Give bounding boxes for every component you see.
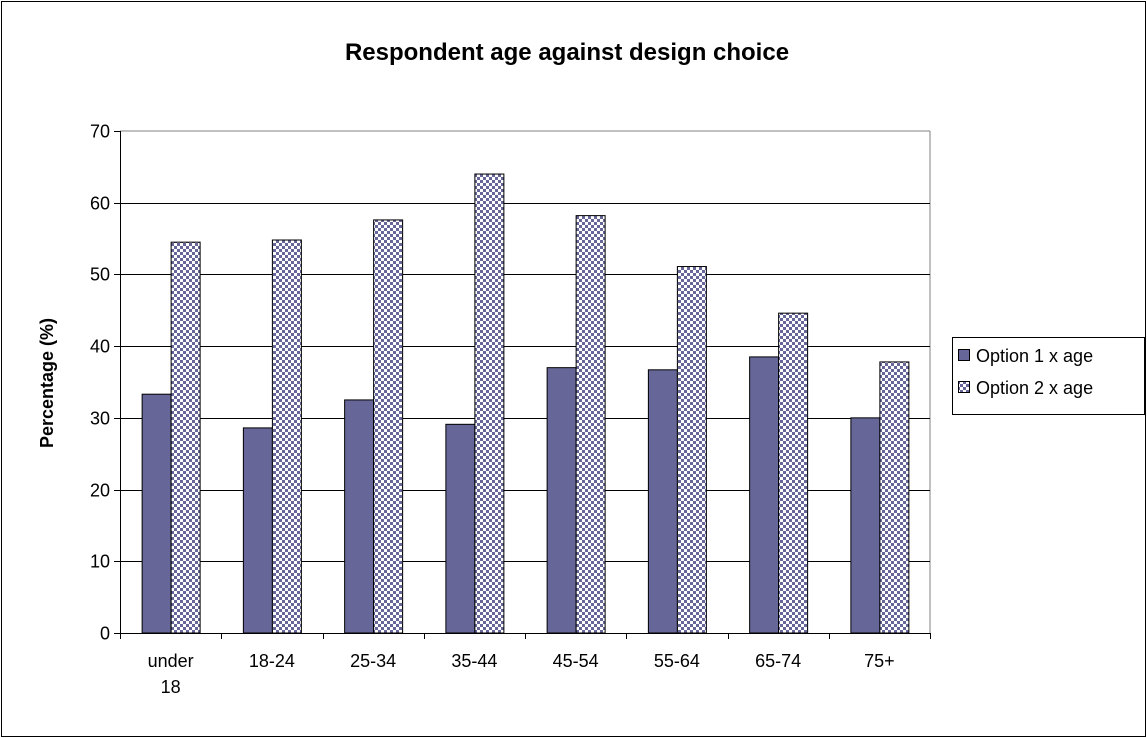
legend-label: Option 2 x age: [976, 378, 1093, 398]
bar-1: [749, 356, 780, 634]
bar-2: [575, 215, 606, 634]
x-tick-label: 18-24: [249, 651, 295, 671]
legend: Option 1 x age Option 2 x age: [952, 337, 1145, 415]
bar-1: [850, 417, 881, 634]
y-tick-label: 60: [90, 194, 110, 214]
bar-1: [242, 427, 273, 634]
x-tick-label: 55-64: [654, 651, 700, 671]
bar-2: [271, 239, 302, 634]
x-tick-label: 75+: [864, 651, 895, 671]
bar-1: [647, 369, 678, 634]
y-tick-label: 10: [90, 552, 110, 572]
y-tick-label: 40: [90, 337, 110, 357]
y-tick-label: 30: [90, 409, 110, 429]
bar-1: [546, 367, 577, 634]
gridlines: [120, 130, 931, 633]
bar-2: [373, 219, 404, 634]
y-tick-label: 70: [90, 122, 110, 142]
y-axis-title: Percentage (%): [37, 318, 57, 448]
x-tick-label: 35-44: [451, 651, 497, 671]
legend-swatch: [958, 349, 970, 361]
axes: 0 10 20 30 40 50 60 70 under 18 18-24 25-34 35-44 45-…: [90, 122, 931, 697]
x-tick-label: 25-34: [350, 651, 396, 671]
bar-2: [879, 361, 910, 634]
y-tick-label: 50: [90, 265, 110, 285]
bar-2: [170, 241, 201, 634]
legend-label: Option 1 x age: [976, 346, 1093, 366]
legend-box: [952, 337, 1145, 415]
legend-swatch: [958, 381, 970, 393]
bar-1: [344, 399, 375, 634]
y-tick-label: 20: [90, 481, 110, 501]
x-tick-label: under: [148, 651, 194, 671]
x-tick-label: 45-54: [553, 651, 599, 671]
bar-2: [474, 173, 505, 634]
bar-1: [445, 423, 476, 634]
x-tick-label: 18: [161, 677, 181, 697]
chart-title: Respondent age against design choice: [345, 39, 789, 66]
bar-2: [676, 266, 707, 634]
bar-2: [778, 312, 809, 634]
bar-1: [141, 393, 172, 634]
x-tick-label: 65-74: [755, 651, 801, 671]
y-tick-label: 0: [100, 624, 110, 644]
bars: [141, 173, 910, 634]
